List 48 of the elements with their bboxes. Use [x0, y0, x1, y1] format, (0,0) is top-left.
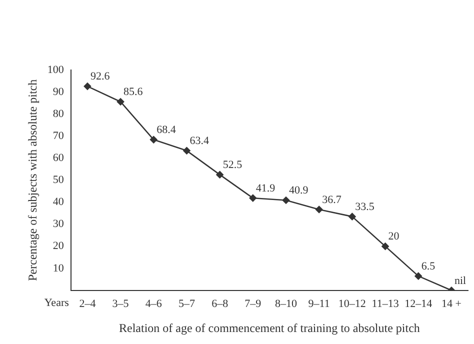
data-label: 40.9 [288, 184, 309, 197]
x-tick-label: 11–13 [372, 298, 400, 310]
y-tick-label: 60 [52, 152, 64, 164]
y-tick-label: 30 [52, 218, 64, 230]
point [348, 212, 356, 220]
point [249, 194, 257, 202]
point [382, 242, 389, 250]
point [84, 82, 92, 90]
y-tick-label: 100 [47, 64, 64, 76]
y-tick-label: 90 [52, 86, 64, 98]
point [216, 171, 224, 178]
y-tick-label: 50 [52, 174, 64, 186]
data-label: 36.7 [322, 194, 342, 206]
data-label: 52.5 [222, 159, 243, 172]
point [282, 196, 290, 204]
x-tick-label: 8–10 [274, 298, 298, 310]
data-label: 6.5 [421, 260, 436, 272]
x-tick-label: 4–6 [145, 298, 162, 310]
y-tick-label: 40 [52, 196, 64, 208]
x-axis-title: Relation of age of commencement of training to absolute pitch [118, 320, 420, 335]
data-label: 63.4 [190, 135, 210, 148]
y-tick-label: 70 [52, 130, 64, 142]
x-tick-label: 12–14 [404, 298, 433, 310]
point [315, 206, 323, 214]
x-tick-label: 6–8 [212, 298, 229, 310]
x-tick-label: 5–7 [178, 298, 196, 310]
x-tick-label: 2–4 [79, 298, 96, 310]
point [150, 136, 158, 144]
x-tick-label: 7–9 [244, 298, 262, 310]
y-tick-label: 20 [52, 240, 64, 252]
data-label: 20 [388, 230, 400, 243]
data-label: 41.9 [256, 182, 276, 194]
y-tick-label: 80 [52, 108, 64, 120]
x-tick-label: 10–12 [338, 298, 366, 310]
data-label: nil [454, 274, 466, 287]
x-tick-label: 3–5 [112, 298, 130, 310]
point [183, 147, 190, 154]
x-tick-label: 9–11 [308, 298, 330, 310]
y-tick-label: 10 [52, 262, 64, 274]
data-label: 68.4 [156, 124, 176, 136]
data-label: 92.6 [90, 70, 110, 83]
point [116, 98, 124, 106]
text: Years [44, 296, 69, 309]
y-axis-title: Percentage of subjects with absolute pitch [25, 79, 40, 282]
data-label: 33.5 [355, 200, 375, 213]
point [414, 272, 422, 280]
x-tick-label: 14 + [441, 298, 462, 310]
data-label: 85.6 [124, 86, 144, 98]
